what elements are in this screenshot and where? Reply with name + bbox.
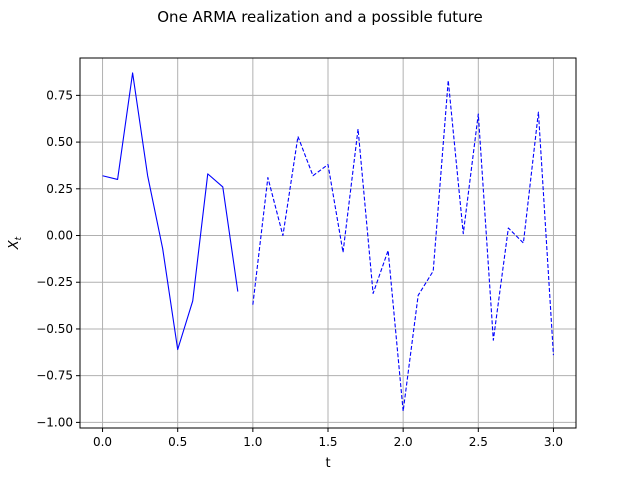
x-tick-label: 0.5 (168, 435, 187, 449)
realization-series-line (102, 72, 239, 351)
y-axis-label: Xt (7, 236, 24, 250)
x-axis-label: t (325, 456, 330, 471)
y-tick-label: 0.25 (46, 182, 73, 196)
y-tick-label: −0.75 (36, 369, 73, 383)
x-axis-ticks: 0.0 0.5 1.0 1.5 2.0 2.5 3.0 (93, 428, 563, 449)
chart-title: One ARMA realization and a possible futu… (157, 8, 483, 26)
y-axis-label-main: X (7, 239, 22, 250)
grid-lines (80, 58, 576, 428)
x-tick-label: 1.5 (318, 435, 337, 449)
y-tick-label: 0.75 (46, 88, 73, 102)
y-tick-label: −0.50 (36, 322, 73, 336)
x-tick-label: 1.0 (243, 435, 262, 449)
future-series-line (252, 79, 554, 412)
x-tick-label: 3.0 (544, 435, 563, 449)
y-tick-label: −0.25 (36, 275, 73, 289)
y-tick-label: 0.50 (46, 135, 73, 149)
y-tick-label: 0.00 (46, 229, 73, 243)
y-axis-label-subscript: t (14, 236, 24, 240)
y-tick-label: −1.00 (36, 415, 73, 429)
x-tick-label: 0.0 (93, 435, 112, 449)
x-tick-label: 2.5 (469, 435, 488, 449)
x-tick-label: 2.0 (394, 435, 413, 449)
series-group (102, 72, 554, 412)
y-axis-ticks: 0.75 0.50 0.25 0.00 −0.25 −0.50 −0.75 −1.00 (36, 88, 80, 429)
